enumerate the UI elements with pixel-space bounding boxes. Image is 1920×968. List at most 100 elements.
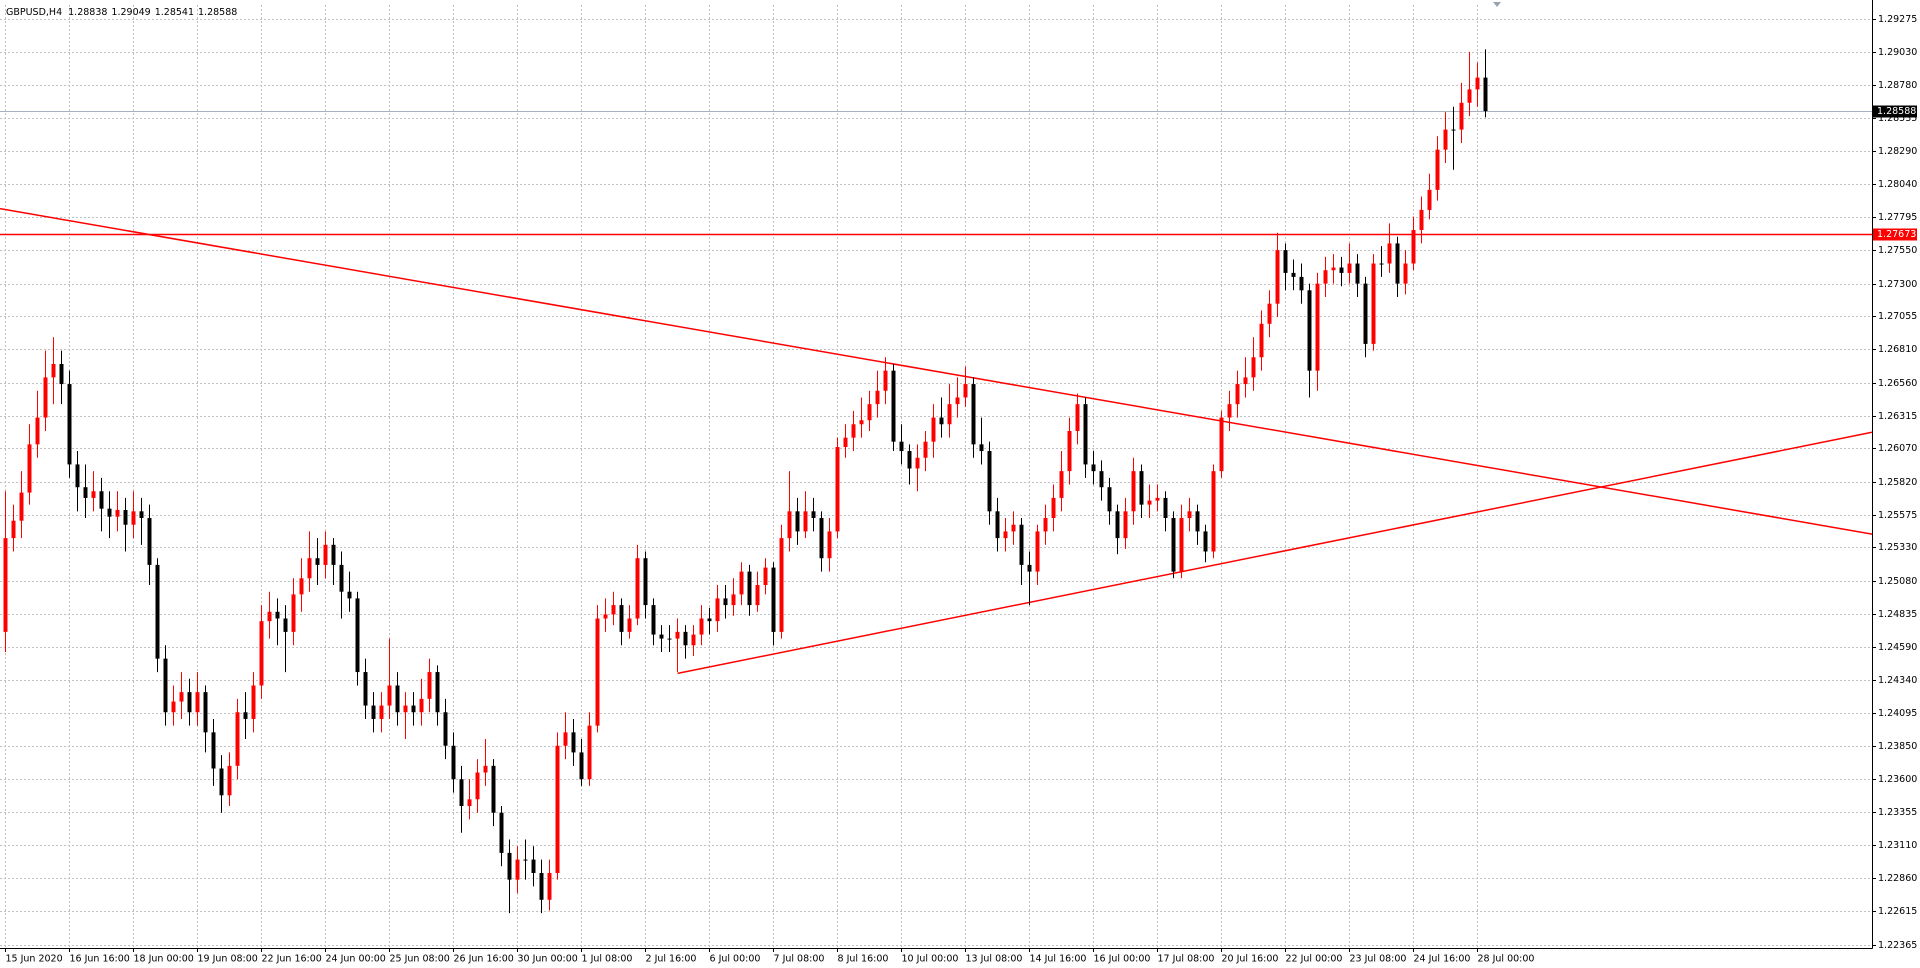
candle-body — [1171, 518, 1176, 572]
candle-body — [379, 705, 384, 719]
candle-body — [963, 384, 968, 398]
x-tick-label: 23 Jul 08:00 — [1350, 954, 1407, 965]
candle-body — [227, 765, 232, 796]
candle-body — [403, 705, 408, 713]
y-tick-label: 1.22365 — [1878, 940, 1917, 951]
candle-body — [211, 732, 216, 769]
candle-body — [1139, 471, 1144, 505]
candle-body — [411, 705, 416, 713]
candles — [3, 49, 1488, 914]
candle-body — [1235, 384, 1240, 405]
candle-body — [1323, 270, 1328, 284]
y-tick-label: 1.27055 — [1878, 311, 1917, 322]
candle-body — [75, 464, 80, 488]
candle-body — [163, 658, 168, 713]
candle-body — [899, 441, 904, 452]
candle-body — [643, 558, 648, 606]
y-tick-label: 1.25575 — [1878, 510, 1917, 521]
candle-body — [603, 614, 608, 619]
candle-body — [315, 558, 320, 565]
candle-body — [1427, 189, 1432, 210]
candle-body — [251, 685, 256, 719]
x-tick-label: 14 Jul 16:00 — [1030, 954, 1087, 965]
x-tick-label: 7 Jul 08:00 — [774, 954, 825, 965]
candle-body — [795, 511, 800, 532]
candle-body — [1019, 524, 1024, 565]
candle-body — [827, 531, 832, 559]
candle-body — [651, 605, 656, 635]
x-tick-label: 20 Jul 16:00 — [1222, 954, 1279, 965]
y-tick-label: 1.27550 — [1878, 245, 1917, 256]
candle-body — [1355, 263, 1360, 284]
candle-body — [1283, 250, 1288, 273]
x-tick-label: 28 Jul 00:00 — [1478, 954, 1535, 965]
candle-body — [1051, 497, 1056, 519]
x-tick-label: 2 Jul 16:00 — [646, 954, 697, 965]
x-tick-label: 26 Jun 16:00 — [454, 954, 514, 965]
candle-body — [979, 444, 984, 452]
y-tick-label: 1.23850 — [1878, 741, 1917, 752]
candle-body — [627, 618, 632, 632]
candle-body — [1251, 357, 1256, 378]
candle-body — [43, 377, 48, 418]
y-tick-label: 1.29030 — [1878, 47, 1917, 58]
x-tick-label: 8 Jul 16:00 — [838, 954, 889, 965]
candle-body — [443, 712, 448, 746]
candle-body — [891, 370, 896, 442]
candle-body — [1363, 283, 1368, 344]
scroll-marker — [1493, 2, 1501, 7]
symbol-title: GBPUSD,H4 — [6, 7, 62, 18]
candle-body — [723, 598, 728, 606]
bid-tag-label: 1.28588 — [1877, 106, 1916, 117]
candle-body — [747, 571, 752, 606]
candle-body — [1099, 471, 1104, 488]
candle-body — [195, 692, 200, 713]
candle-body — [499, 812, 504, 853]
candle-body — [571, 732, 576, 753]
candle-body — [587, 725, 592, 780]
candle-body — [1483, 77, 1488, 112]
candle-body — [1435, 149, 1440, 190]
y-tick-label: 1.28535 — [1878, 113, 1917, 124]
candle-body — [1467, 89, 1472, 103]
candle-body — [931, 417, 936, 442]
candle-body — [867, 404, 872, 421]
candle-body — [1067, 430, 1072, 472]
trendline — [0, 207, 1873, 535]
candle-body — [987, 451, 992, 512]
candle-body — [779, 538, 784, 632]
candle-body — [1395, 243, 1400, 284]
candle-body — [731, 594, 736, 606]
candle-body — [1267, 303, 1272, 324]
candle-body — [59, 363, 64, 385]
x-tick-label: 10 Jul 00:00 — [902, 954, 959, 965]
candle-body — [619, 605, 624, 632]
candle-body — [875, 390, 880, 405]
candle-body — [531, 859, 536, 873]
candle-body — [995, 511, 1000, 539]
candle-body — [1275, 250, 1280, 304]
x-tick-label: 19 Jun 08:00 — [198, 954, 258, 965]
candle-body — [939, 417, 944, 425]
candle-body — [115, 509, 120, 517]
y-tick-label: 1.26560 — [1878, 378, 1917, 389]
candle-body — [51, 363, 56, 378]
candle-body — [1243, 377, 1248, 385]
candle-body — [635, 558, 640, 619]
candle-body — [275, 611, 280, 619]
y-tick-label: 1.25080 — [1878, 576, 1917, 587]
candle-body — [1315, 283, 1320, 371]
y-tick-label: 1.28040 — [1878, 179, 1917, 190]
grid — [0, 5, 1872, 948]
candle-body — [243, 712, 248, 719]
y-tick-label: 1.29275 — [1878, 14, 1917, 25]
candle-body — [971, 384, 976, 445]
candle-body — [187, 692, 192, 713]
candle-body — [523, 859, 528, 861]
candle-body — [387, 685, 392, 706]
candle-body — [323, 544, 328, 565]
candle-body — [1331, 267, 1336, 271]
candle-body — [11, 520, 16, 539]
x-tick-label: 6 Jul 00:00 — [710, 954, 761, 965]
